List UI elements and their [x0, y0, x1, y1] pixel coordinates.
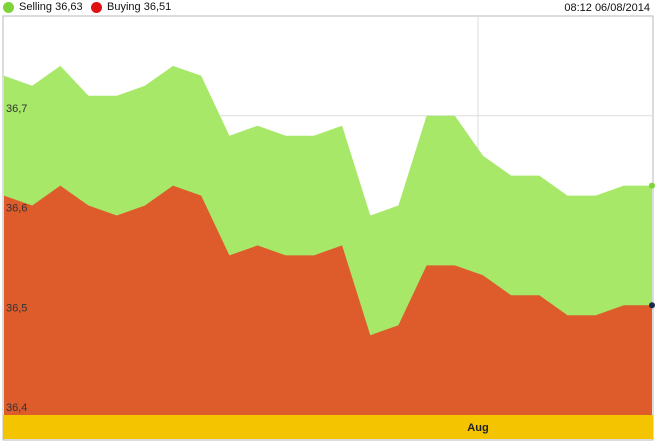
x-axis-band [3, 415, 653, 439]
legend-buying-label: Buying [107, 1, 141, 13]
y-tick-label: 36,7 [6, 103, 27, 115]
buying-end-marker[interactable] [649, 302, 655, 309]
legend-selling-value: 36,63 [55, 1, 83, 13]
y-tick-label: 36,5 [6, 302, 27, 314]
y-tick-label: 36,4 [6, 402, 27, 414]
legend-buying-value: 36,51 [143, 1, 172, 13]
y-axis-labels: 36,4 36,5 36,6 36,7 [6, 103, 27, 414]
timestamp: 08:12 06/08/2014 [564, 2, 650, 14]
y-tick-label: 36,6 [6, 203, 27, 215]
buying-area [4, 185, 652, 415]
end-markers [649, 182, 655, 309]
legend-selling-label: Selling [19, 1, 53, 13]
legend-bar: Selling 36,63 Buying 36,51 08:12 06/08/2… [0, 0, 656, 16]
selling-end-marker[interactable] [649, 182, 655, 189]
legend-item-buying[interactable]: Buying 36,51 [91, 1, 171, 13]
series-areas [4, 65, 652, 416]
x-axis-label-aug: Aug [467, 422, 488, 434]
buying-color-dot [91, 1, 102, 13]
legend-item-selling[interactable]: Selling 36,63 [3, 1, 83, 13]
selling-color-dot [3, 1, 14, 13]
